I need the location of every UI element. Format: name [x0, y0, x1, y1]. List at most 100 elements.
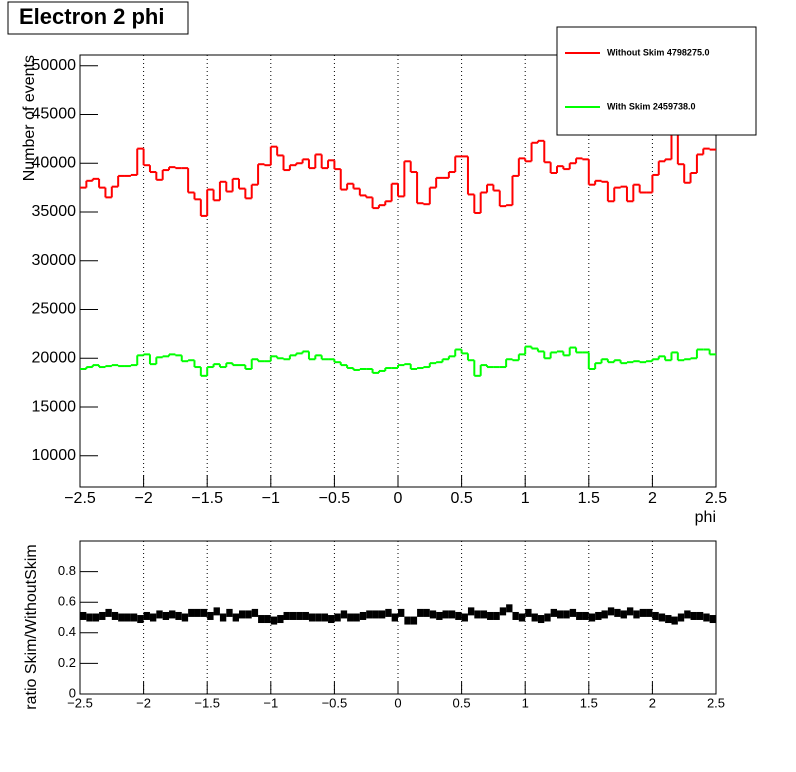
- ratio-marker: [703, 613, 710, 622]
- ratio-marker: [607, 607, 615, 616]
- x-tick-label: 2: [648, 490, 657, 507]
- y-tick-label: 25000: [32, 301, 77, 318]
- ratio-marker: [156, 610, 163, 619]
- ratio-marker: [302, 611, 309, 620]
- legend-box: [556, 26, 757, 136]
- ratio-marker: [531, 613, 538, 622]
- x-tick-label: −0.5: [322, 695, 348, 710]
- ratio-marker: [423, 608, 430, 617]
- ratio-marker: [499, 607, 507, 616]
- x-tick-label: −1: [263, 695, 278, 710]
- y-tick-label: 40000: [32, 154, 77, 171]
- ratio-marker: [652, 611, 659, 620]
- ratio-marker: [639, 608, 647, 617]
- ratio-marker: [353, 613, 360, 622]
- ratio-marker: [404, 616, 411, 625]
- ratio-marker: [442, 610, 449, 619]
- y-tick-label: 0.2: [58, 655, 76, 670]
- ratio-marker: [111, 611, 119, 620]
- x-tick-label: 0: [394, 490, 403, 507]
- ratio-marker: [239, 610, 246, 619]
- y-tick-label: 0.4: [58, 624, 76, 639]
- ratio-marker: [709, 615, 716, 624]
- ratio-marker: [143, 611, 150, 620]
- ratio-marker: [105, 608, 112, 617]
- ratio-marker: [258, 615, 265, 624]
- ratio-points: [80, 604, 716, 625]
- ratio-marker: [557, 610, 564, 619]
- ratio-marker: [175, 611, 182, 620]
- ratio-marker: [124, 613, 131, 622]
- ratio-marker: [245, 610, 252, 619]
- y-tick-label: 50000: [32, 57, 77, 74]
- ratio-marker: [359, 611, 367, 620]
- ratio-marker: [162, 611, 170, 620]
- title-box: [7, 1, 189, 35]
- ratio-marker: [283, 611, 290, 620]
- ratio-marker: [137, 615, 144, 624]
- ratio-marker: [328, 615, 335, 624]
- legend-label: With Skim 2459738.0: [607, 101, 695, 111]
- ratio-marker: [595, 611, 602, 620]
- x-tick-label: 2.5: [707, 695, 725, 710]
- ratio-marker: [493, 611, 500, 620]
- ratio-marker: [347, 613, 354, 622]
- x-tick-label: 2.5: [705, 490, 727, 507]
- x-tick-label: −2.5: [64, 490, 96, 507]
- ratio-marker: [251, 608, 259, 617]
- ratio-marker: [169, 610, 176, 619]
- y-tick-label: 15000: [32, 398, 77, 415]
- ratio-marker: [226, 608, 233, 617]
- x-tick-label: 1.5: [578, 490, 600, 507]
- ratio-marker: [308, 613, 316, 622]
- ratio-marker: [537, 615, 545, 624]
- ratio-marker: [576, 611, 583, 620]
- x-tick-label: −2: [134, 490, 152, 507]
- ratio-marker: [690, 611, 697, 620]
- ratio-marker: [385, 608, 392, 617]
- ratio-marker: [665, 615, 672, 624]
- ratio-marker: [506, 604, 513, 613]
- ratio-marker: [334, 613, 341, 622]
- y-tick-label: 35000: [32, 203, 77, 220]
- y-tick-label: 0.8: [58, 563, 76, 578]
- x-tick-label: 1.5: [580, 695, 598, 710]
- ratio-marker: [436, 611, 443, 620]
- ratio-marker: [563, 610, 570, 619]
- ratio-marker: [601, 610, 608, 619]
- ratio-marker: [99, 611, 106, 620]
- ratio-marker: [391, 613, 398, 622]
- ratio-marker: [80, 611, 87, 620]
- x-tick-label: −1.5: [194, 695, 220, 710]
- ratio-marker: [92, 613, 100, 622]
- x-tick-label: −2: [136, 695, 151, 710]
- ratio-marker: [207, 611, 214, 620]
- ratio-marker: [149, 613, 157, 622]
- y-tick-label: 30000: [32, 252, 77, 269]
- ratio-marker: [130, 613, 138, 622]
- ratio-marker: [646, 608, 653, 617]
- ratio-marker: [232, 613, 239, 622]
- series: [80, 132, 716, 217]
- ratio-marker: [588, 613, 596, 622]
- ratio-marker: [467, 607, 475, 616]
- x-tick-label: −1.5: [191, 490, 223, 507]
- ratio-marker: [429, 610, 437, 619]
- ratio-marker: [410, 616, 418, 625]
- y-axis-label: ratio Skim/WithoutSkim: [23, 544, 40, 709]
- x-tick-label: 0.5: [450, 490, 472, 507]
- x-tick-label: 1: [522, 695, 529, 710]
- ratio-marker: [366, 610, 373, 619]
- ratio-marker: [487, 611, 494, 620]
- ratio-marker: [86, 613, 93, 622]
- x-axis-label: phi: [695, 509, 716, 526]
- x-tick-label: 1: [521, 490, 530, 507]
- ratio-marker: [417, 608, 424, 617]
- ratio-marker: [194, 608, 201, 617]
- x-tick-label: 2: [649, 695, 656, 710]
- x-tick-label: 0.5: [453, 695, 471, 710]
- ratio-marker: [461, 613, 468, 622]
- legend-label: Without Skim 4798275.0: [607, 47, 709, 57]
- ratio-marker: [671, 616, 678, 625]
